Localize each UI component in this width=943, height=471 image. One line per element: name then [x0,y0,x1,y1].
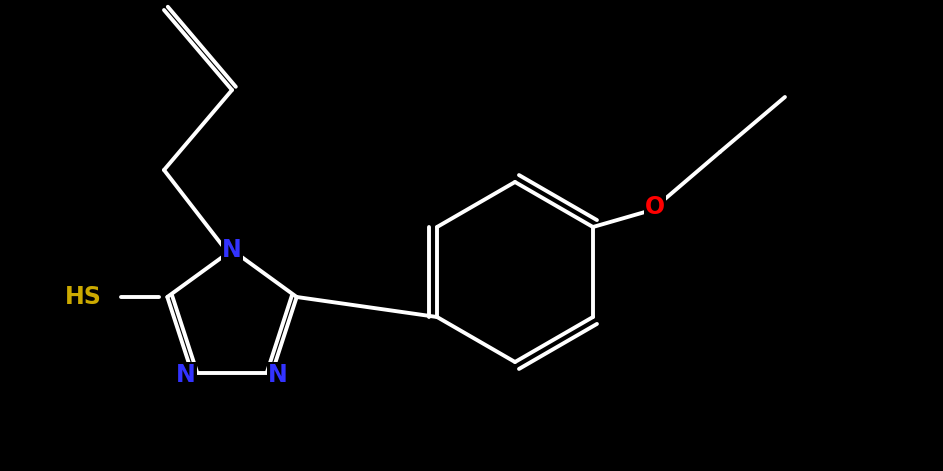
Text: HS: HS [64,285,101,309]
Text: N: N [268,363,288,387]
Text: N: N [176,363,196,387]
Text: N: N [223,238,241,262]
Text: O: O [645,195,665,219]
